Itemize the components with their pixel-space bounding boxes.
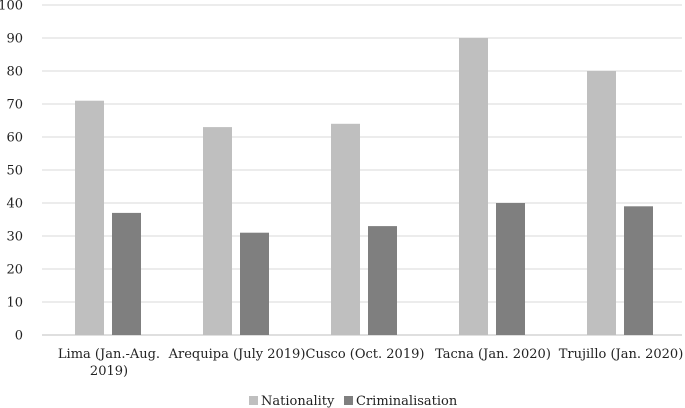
y-tick-label: 100 [0, 0, 23, 14]
legend: Nationality Criminalisation [249, 394, 458, 408]
x-category-label: Lima (Jan.-Aug. [58, 347, 160, 362]
x-category-label: Trujillo (Jan. 2020) [559, 347, 684, 362]
y-tick-label: 70 [6, 98, 23, 113]
bar-nationality [587, 71, 616, 335]
y-tick-label: 40 [6, 197, 23, 212]
bar-nationality [331, 123, 360, 335]
bar-nationality [203, 127, 232, 335]
y-tick-label: 90 [6, 32, 23, 47]
y-axis-ticks: 0 10 20 30 40 50 60 70 80 90 100 [0, 0, 23, 344]
legend-swatch [344, 396, 353, 405]
gridlines [42, 4, 682, 336]
y-tick-label: 50 [6, 164, 23, 179]
bar-criminalisation [496, 203, 525, 335]
y-tick-label: 30 [6, 230, 23, 245]
y-tick-label: 60 [6, 131, 23, 146]
x-axis-categories: Lima (Jan.-Aug. 2019) Arequipa (July 2019)… [58, 347, 683, 379]
bar-criminalisation [112, 212, 141, 335]
legend-label: Nationality [261, 394, 335, 408]
legend-swatch [249, 396, 258, 405]
x-category-label: Tacna (Jan. 2020) [435, 347, 551, 362]
bars [75, 38, 653, 335]
y-tick-label: 80 [6, 65, 23, 80]
y-tick-label: 0 [15, 329, 23, 344]
bar-nationality [75, 100, 104, 335]
x-category-label: Cusco (Oct. 2019) [306, 347, 425, 362]
x-category-label: 2019) [90, 364, 128, 379]
x-category-label: Arequipa (July 2019) [168, 347, 306, 362]
bar-criminalisation [624, 206, 653, 335]
bar-nationality [459, 38, 488, 335]
bar-criminalisation [240, 232, 269, 335]
y-tick-label: 10 [6, 296, 23, 311]
y-tick-label: 20 [6, 263, 23, 278]
legend-label: Criminalisation [356, 394, 458, 408]
bar-criminalisation [368, 226, 397, 335]
